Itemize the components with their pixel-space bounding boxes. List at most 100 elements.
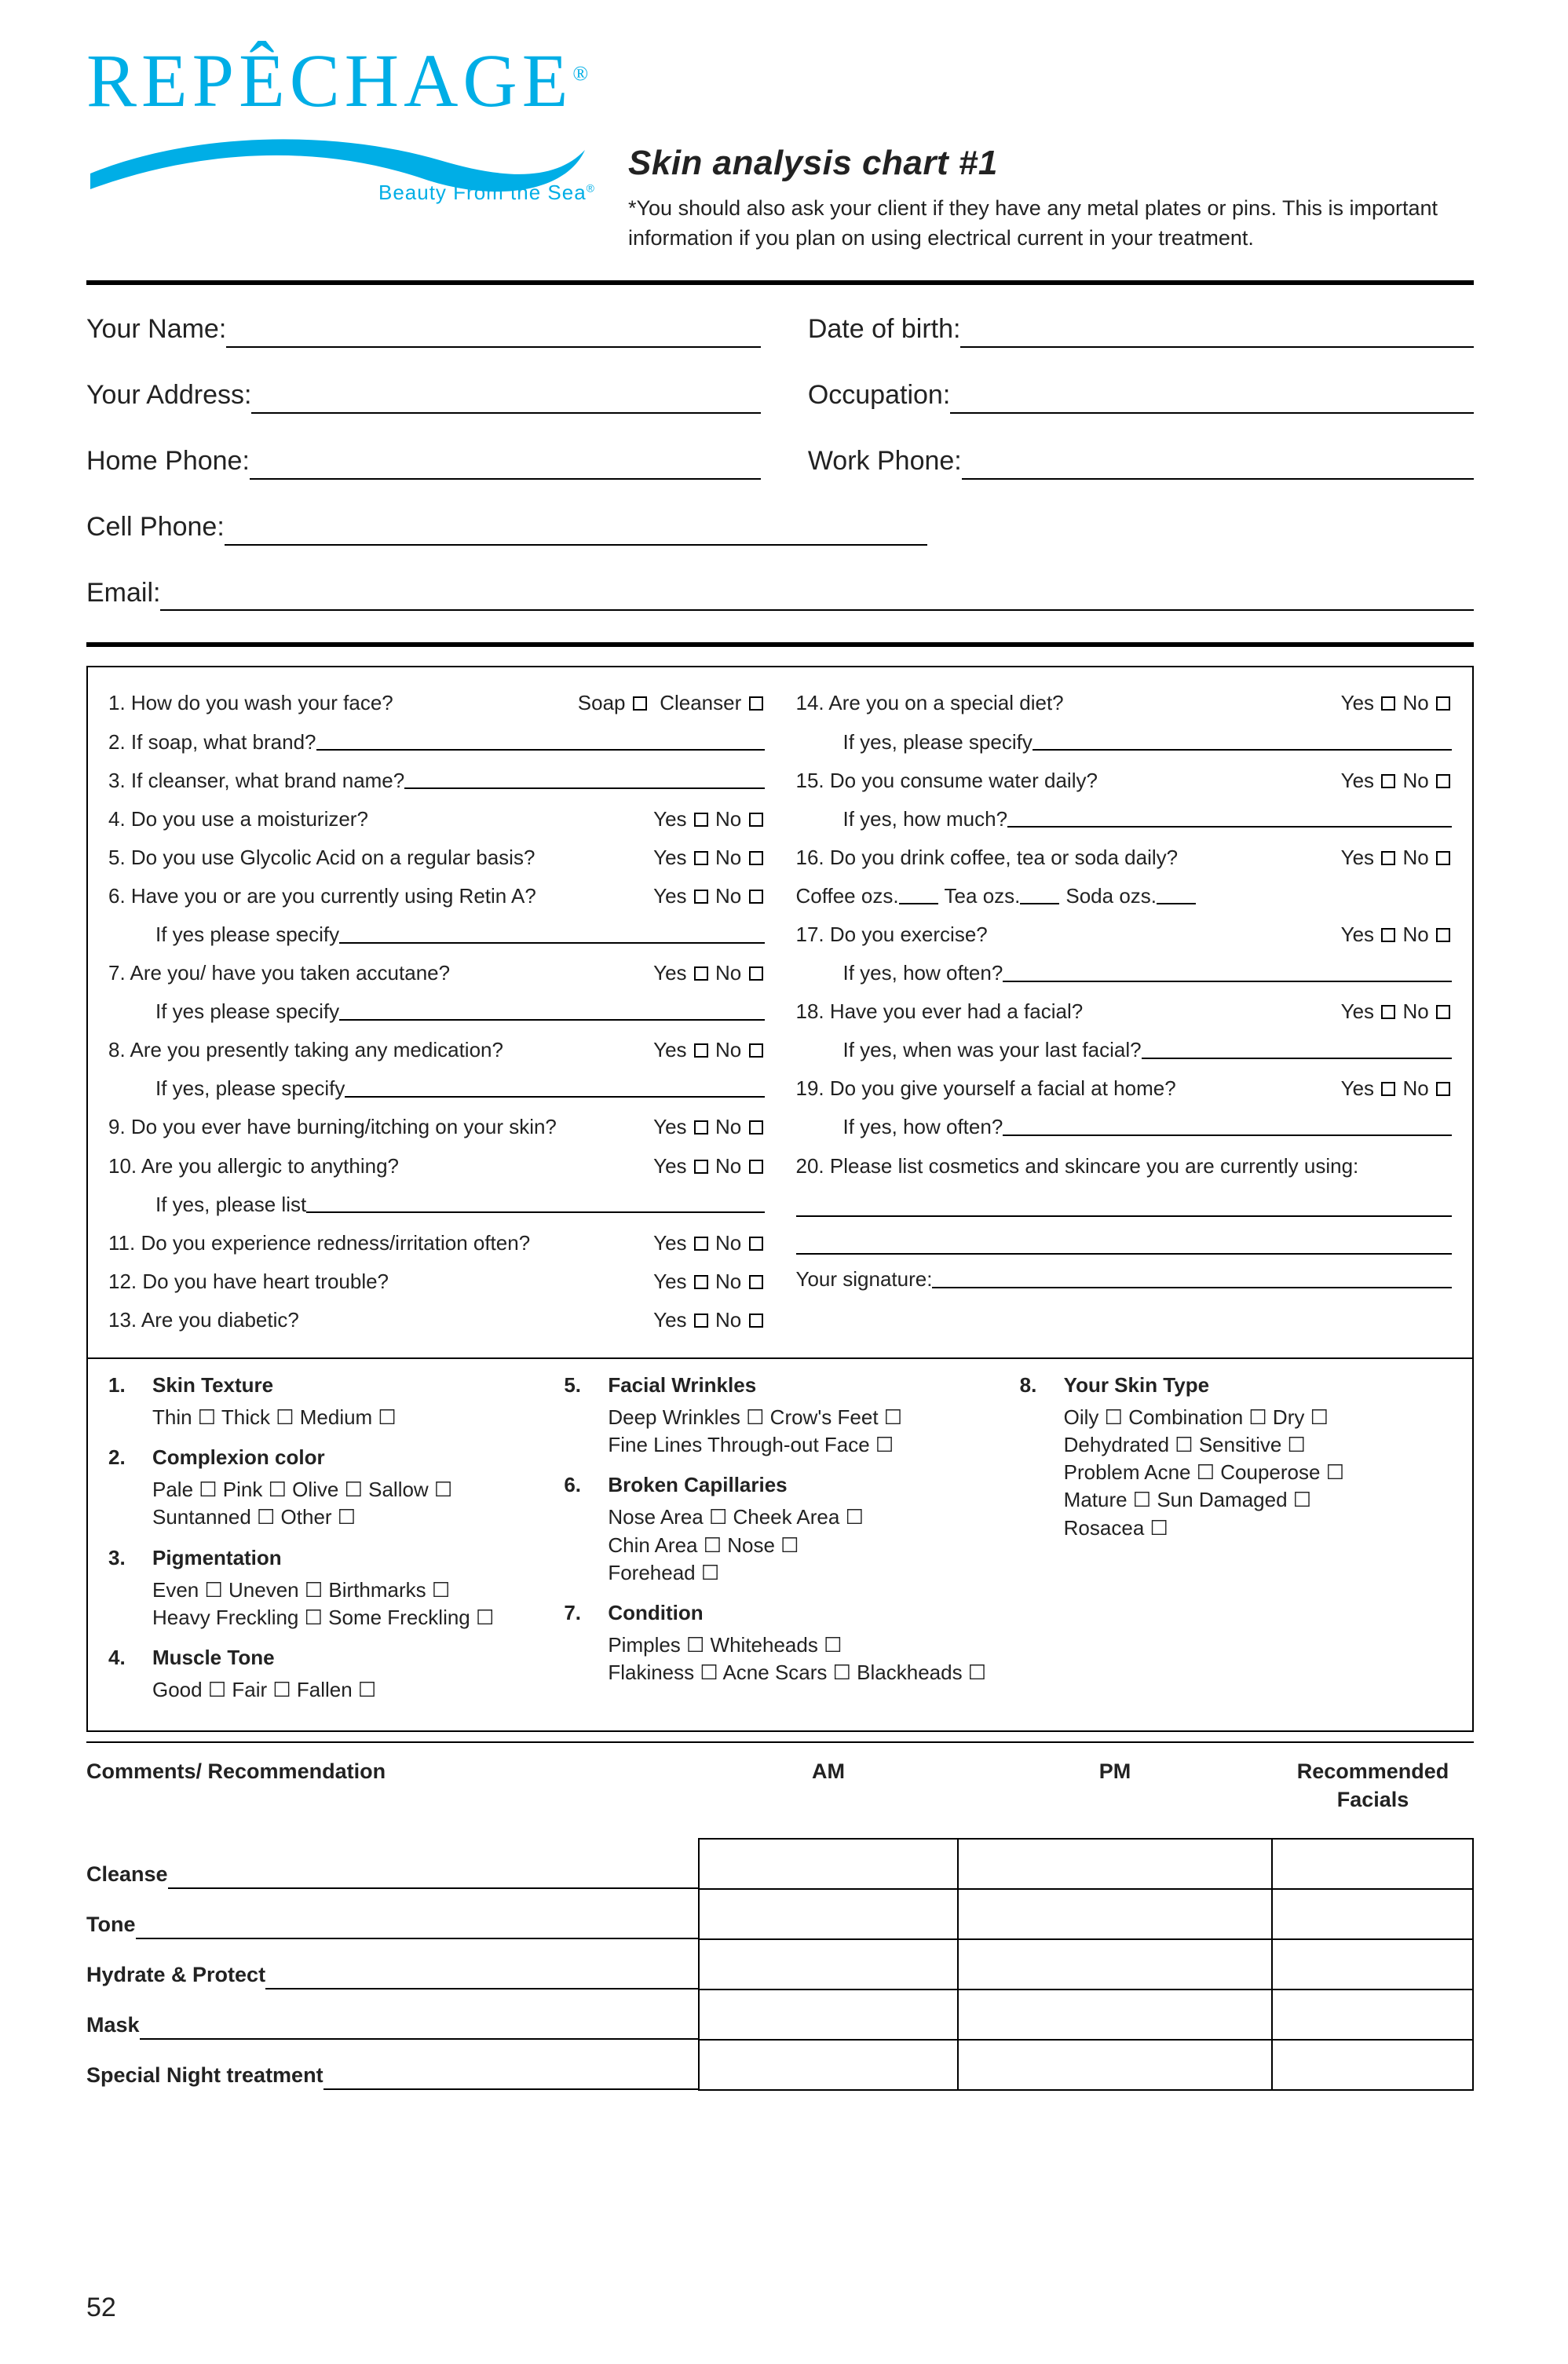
logo-text: REPÊCHAGE [86, 38, 572, 122]
rec-cleanse-am[interactable] [699, 1839, 958, 1889]
assess-6-options[interactable]: Nose Area ☐ Cheek Area ☐Chin Area ☐ Nose… [564, 1504, 996, 1586]
assess-2-options[interactable]: Pale ☐ Pink ☐ Olive ☐ Sallow ☐Suntanned … [108, 1476, 540, 1531]
rec-row-hydrate: Hydrate & Protect [86, 1939, 1473, 1989]
q18-sub[interactable]: If yes, when was your last facial? [796, 1036, 1453, 1064]
rec-night-am[interactable] [699, 2040, 958, 2090]
assess-col-1: 1.Skin Texture Thin ☐ Thick ☐ Medium ☐ 2… [108, 1372, 540, 1716]
recommendation-table: Cleanse Tone Hydrate & Protect Mask Spec… [86, 1838, 1474, 2091]
rec-hydrate-facials[interactable] [1272, 1939, 1473, 1989]
rec-mask-facials[interactable] [1272, 1989, 1473, 2040]
q1-options[interactable]: Soap Cleanser [564, 689, 765, 717]
q6[interactable]: 6. Have you or are you currently using R… [108, 882, 765, 910]
rec-night-pm[interactable] [958, 2040, 1272, 2090]
q17[interactable]: 17. Do you exercise?Yes No [796, 921, 1453, 948]
assess-col-2: 5.Facial Wrinkles Deep Wrinkles ☐ Crow's… [564, 1372, 996, 1716]
rec-mask-am[interactable] [699, 1989, 958, 2040]
client-info: Your Name: Date of birth: Your Address: … [86, 312, 1474, 611]
questions-left: 1. How do you wash your face? Soap Clean… [108, 689, 765, 1345]
assess-col-3: 8.Your Skin Type Oily ☐ Combination ☐ Dr… [1020, 1372, 1452, 1716]
field-occupation[interactable]: Occupation: [808, 378, 1474, 414]
q8[interactable]: 8. Are you presently taking any medicati… [108, 1036, 765, 1064]
q8-sub[interactable]: If yes, please specify [108, 1075, 765, 1102]
assess-4-heading: Muscle Tone [152, 1644, 275, 1672]
q7[interactable]: 7. Are you/ have you taken accutane?Yes … [108, 959, 765, 987]
assess-5-options[interactable]: Deep Wrinkles ☐ Crow's Feet ☐Fine Lines … [564, 1404, 996, 1459]
q3[interactable]: 3. If cleanser, what brand name? [108, 767, 765, 795]
rec-hydrate-pm[interactable] [958, 1939, 1272, 1989]
rec-row-night: Special Night treatment [86, 2040, 1473, 2090]
q9[interactable]: 9. Do you ever have burning/itching on y… [108, 1113, 765, 1141]
recommendation-header: Comments/ Recommendation AM PM Recommend… [86, 1752, 1474, 1838]
q14[interactable]: 14. Are you on a special diet?Yes No [796, 689, 1453, 717]
q20-line2[interactable] [796, 1228, 1453, 1255]
questionnaire-panel: 1. How do you wash your face? Soap Clean… [86, 666, 1474, 1732]
q13[interactable]: 13. Are you diabetic?Yes No [108, 1306, 765, 1334]
rec-cleanse-facials[interactable] [1272, 1839, 1473, 1889]
q12[interactable]: 12. Do you have heart trouble?Yes No [108, 1268, 765, 1295]
rec-tone-pm[interactable] [958, 1889, 1272, 1939]
q19[interactable]: 19. Do you give yourself a facial at hom… [796, 1075, 1453, 1102]
field-address[interactable]: Your Address: [86, 378, 808, 414]
assess-1-options[interactable]: Thin ☐ Thick ☐ Medium ☐ [108, 1404, 540, 1431]
rec-h2: AM [699, 1757, 958, 1814]
q16-ozs[interactable]: Coffee ozs. Tea ozs. Soda ozs. [796, 882, 1453, 910]
q15[interactable]: 15. Do you consume water daily?Yes No [796, 767, 1453, 795]
title-block: Skin analysis chart #1 *You should also … [628, 47, 1474, 254]
rec-night-line[interactable] [323, 2061, 698, 2089]
rec-tone-facials[interactable] [1272, 1889, 1473, 1939]
signature-field[interactable]: Your signature: [796, 1266, 1453, 1293]
rec-hydrate-am[interactable] [699, 1939, 958, 1989]
rec-tone-line[interactable] [136, 1910, 699, 1938]
rec-h3: PM [958, 1757, 1272, 1814]
q10-sub[interactable]: If yes, please list [108, 1191, 765, 1219]
q7-sub[interactable]: If yes please specify [108, 998, 765, 1025]
assess-8-options[interactable]: Oily ☐ Combination ☐ Dry ☐Dehydrated ☐ S… [1020, 1404, 1452, 1541]
rec-row-cleanse: Cleanse [86, 1839, 1473, 1889]
questions-right: 14. Are you on a special diet?Yes No If … [796, 689, 1453, 1345]
rec-night-facials[interactable] [1272, 2040, 1473, 2090]
rec-mask-pm[interactable] [958, 1989, 1272, 2040]
rec-cleanse-line[interactable] [168, 1860, 698, 1888]
assessment: 1.Skin Texture Thin ☐ Thick ☐ Medium ☐ 2… [108, 1372, 1452, 1716]
assess-4-options[interactable]: Good ☐ Fair ☐ Fallen ☐ [108, 1676, 540, 1704]
q19-sub[interactable]: If yes, how often? [796, 1113, 1453, 1141]
logo: REPÊCHAGE® Beauty From the Sea® [86, 47, 628, 206]
header: REPÊCHAGE® Beauty From the Sea® Skin ana… [86, 47, 1474, 254]
rec-row-tone: Tone [86, 1889, 1473, 1939]
logo-wordmark: REPÊCHAGE® [86, 47, 628, 115]
q10[interactable]: 10. Are you allergic to anything?Yes No [108, 1153, 765, 1180]
q5[interactable]: 5. Do you use Glycolic Acid on a regular… [108, 844, 765, 871]
rec-mask-line[interactable] [140, 2011, 698, 2039]
assess-3-options[interactable]: Even ☐ Uneven ☐ Birthmarks ☐Heavy Freckl… [108, 1577, 540, 1631]
rec-cleanse-pm[interactable] [958, 1839, 1272, 1889]
assess-2-heading: Complexion color [152, 1444, 325, 1471]
q20: 20. Please list cosmetics and skincare y… [796, 1153, 1453, 1180]
q15-sub[interactable]: If yes, how much? [796, 806, 1453, 833]
q4[interactable]: 4. Do you use a moisturizer?Yes No [108, 806, 765, 833]
q17-sub[interactable]: If yes, how often? [796, 959, 1453, 987]
assess-5-heading: Facial Wrinkles [608, 1372, 756, 1399]
assess-7-options[interactable]: Pimples ☐ Whiteheads ☐Flakiness ☐ Acne S… [564, 1631, 996, 1686]
q20-line1[interactable] [796, 1191, 1453, 1218]
field-work-phone[interactable]: Work Phone: [808, 444, 1474, 480]
field-email[interactable]: Email: [86, 575, 1474, 612]
q6-sub[interactable]: If yes please specify [108, 921, 765, 948]
q2[interactable]: 2. If soap, what brand? [108, 729, 765, 756]
q18[interactable]: 18. Have you ever had a facial?Yes No [796, 998, 1453, 1025]
field-name[interactable]: Your Name: [86, 312, 808, 348]
rec-tone-am[interactable] [699, 1889, 958, 1939]
divider [86, 1741, 1474, 1743]
q16[interactable]: 16. Do you drink coffee, tea or soda dai… [796, 844, 1453, 871]
q14-sub[interactable]: If yes, please specify [796, 729, 1453, 756]
page-number: 52 [86, 2290, 116, 2326]
field-home-phone[interactable]: Home Phone: [86, 444, 808, 480]
assess-6-heading: Broken Capillaries [608, 1471, 787, 1499]
rec-hydrate-line[interactable] [265, 1960, 698, 1989]
q11[interactable]: 11. Do you experience redness/irritation… [108, 1229, 765, 1257]
field-dob[interactable]: Date of birth: [808, 312, 1474, 348]
rec-h4: Recommended Facials [1272, 1757, 1474, 1814]
page: REPÊCHAGE® Beauty From the Sea® Skin ana… [0, 0, 1568, 2364]
assess-8-heading: Your Skin Type [1064, 1372, 1209, 1399]
divider [86, 280, 1474, 285]
field-cell-phone[interactable]: Cell Phone: [86, 510, 974, 546]
